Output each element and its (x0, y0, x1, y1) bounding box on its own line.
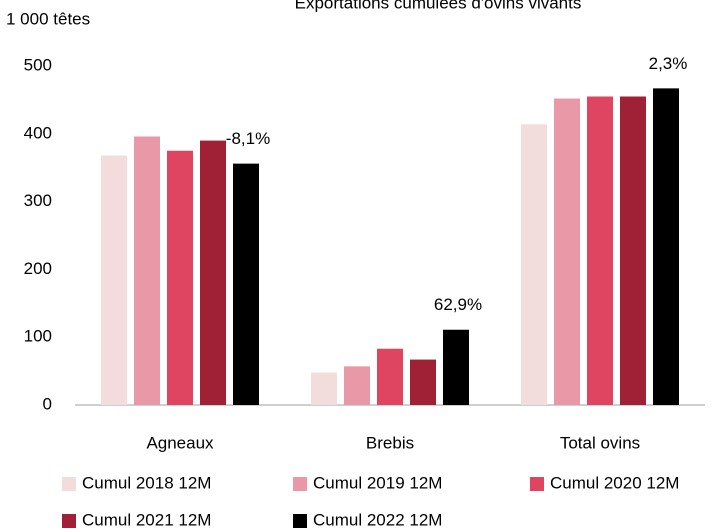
y-tick-label: 0 (43, 394, 52, 413)
x-tick-label: Agneaux (146, 433, 214, 452)
annotation: -8,1% (226, 129, 270, 148)
y-tick-label: 400 (24, 123, 52, 142)
legend-swatch (530, 477, 544, 491)
bar (344, 366, 370, 405)
bar (443, 329, 469, 405)
x-tick-label: Total ovins (560, 433, 640, 452)
legend-swatch (62, 477, 76, 491)
bar (233, 163, 259, 405)
y-tick-label: 100 (24, 327, 52, 346)
x-tick-label: Brebis (366, 433, 414, 452)
legend-label: Cumul 2021 12M (82, 510, 211, 529)
bar (101, 155, 127, 405)
legend-swatch (62, 514, 76, 528)
legend-swatch (293, 514, 307, 528)
bar (311, 372, 337, 405)
legend-label: Cumul 2019 12M (313, 473, 442, 492)
bar (554, 98, 580, 405)
chart-title: Exportations cumulées d'ovins vivants (295, 0, 582, 12)
annotation: 2,3% (649, 54, 688, 73)
bar (410, 359, 436, 405)
bar (200, 140, 226, 405)
y-tick-label: 500 (24, 55, 52, 74)
bar (521, 124, 547, 406)
bar (167, 150, 193, 405)
y-axis-label: 1 000 têtes (6, 9, 90, 28)
legend-label: Cumul 2020 12M (550, 473, 679, 492)
bar (377, 348, 403, 405)
bar (587, 96, 613, 405)
legend-label: Cumul 2018 12M (82, 473, 211, 492)
bar (134, 136, 160, 405)
bar (653, 88, 679, 406)
annotation: 62,9% (434, 295, 482, 314)
bar (620, 96, 646, 405)
legend-swatch (293, 477, 307, 491)
y-tick-label: 200 (24, 259, 52, 278)
y-tick-label: 300 (24, 191, 52, 210)
legend-label: Cumul 2022 12M (313, 510, 442, 529)
